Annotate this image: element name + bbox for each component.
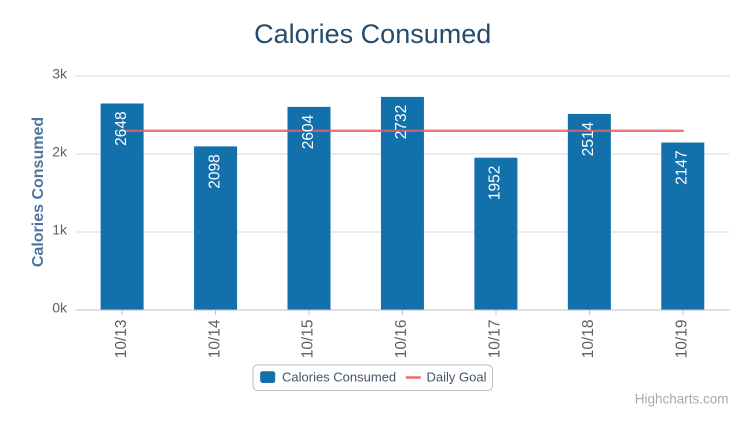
svg-text:10/15: 10/15 [300,320,317,359]
svg-text:10/18: 10/18 [580,320,597,359]
svg-text:10/17: 10/17 [487,319,504,358]
svg-text:10/16: 10/16 [393,320,410,359]
svg-text:10/14: 10/14 [206,319,223,358]
svg-text:Daily Goal: Daily Goal [427,370,487,385]
svg-text:2604: 2604 [300,114,317,149]
svg-text:Calories Consumed: Calories Consumed [30,117,47,267]
svg-text:1952: 1952 [487,166,504,200]
svg-text:Calories Consumed: Calories Consumed [282,370,396,385]
svg-text:1k: 1k [52,222,68,238]
svg-text:2732: 2732 [393,105,410,139]
svg-text:3k: 3k [52,66,68,82]
svg-text:Calories Consumed: Calories Consumed [254,19,491,49]
svg-text:10/19: 10/19 [673,320,690,359]
svg-text:0k: 0k [52,300,68,316]
svg-text:2514: 2514 [580,121,597,156]
svg-text:Highcharts.com: Highcharts.com [635,392,729,407]
svg-text:2648: 2648 [113,111,130,145]
svg-text:10/13: 10/13 [113,320,130,359]
svg-text:2k: 2k [52,144,68,160]
svg-text:2147: 2147 [674,150,691,184]
svg-text:2098: 2098 [206,154,223,188]
